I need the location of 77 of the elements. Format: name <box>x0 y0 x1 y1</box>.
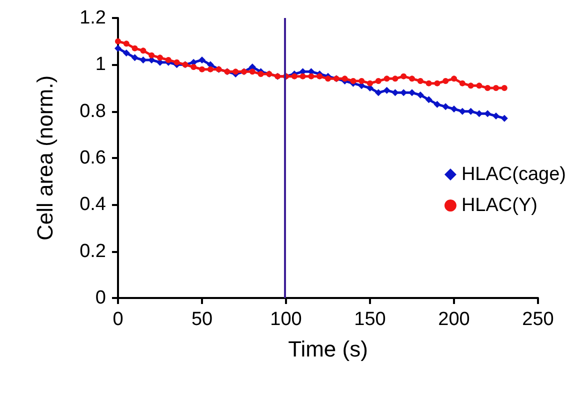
point <box>476 110 483 118</box>
point <box>384 76 390 82</box>
point <box>123 40 130 47</box>
point <box>400 89 408 96</box>
x-tick-label: 150 <box>354 309 386 330</box>
point <box>501 85 508 91</box>
point <box>358 78 365 84</box>
point <box>114 44 122 52</box>
point <box>342 76 348 82</box>
y-tick-label: 0.8 <box>80 100 106 122</box>
point <box>199 66 205 72</box>
point <box>122 50 130 56</box>
point <box>400 73 407 80</box>
point <box>468 82 474 89</box>
point <box>442 78 449 84</box>
point <box>458 108 466 115</box>
point <box>375 78 382 84</box>
point <box>408 89 416 96</box>
point <box>451 76 457 82</box>
point <box>434 100 441 108</box>
point <box>165 57 172 63</box>
point <box>484 110 492 118</box>
point <box>383 86 390 94</box>
point <box>308 73 314 80</box>
y-tick-label: 1.2 <box>80 8 106 28</box>
point <box>500 114 508 122</box>
point <box>174 59 180 66</box>
point <box>367 80 373 86</box>
point <box>190 64 197 70</box>
point <box>207 66 214 72</box>
x-axis-title: Time (s) <box>288 336 368 362</box>
y-tick-label: 0.4 <box>80 194 106 216</box>
x-tick-label: 200 <box>438 309 470 330</box>
point <box>131 54 138 62</box>
point <box>476 82 482 89</box>
legend-label: HLAC(cage) <box>461 164 566 185</box>
point <box>493 85 499 91</box>
point <box>450 106 458 112</box>
y-tick-label: 0.2 <box>80 240 106 262</box>
point <box>484 85 491 91</box>
y-axis-title: Cell area (norm.) <box>32 75 58 241</box>
point <box>459 80 466 86</box>
point <box>157 54 163 61</box>
point <box>467 108 474 115</box>
point <box>350 78 356 84</box>
point <box>374 89 382 96</box>
y-tick-label: 0 <box>95 288 106 308</box>
point <box>442 103 450 110</box>
point <box>392 76 398 82</box>
y-tick-label: 1 <box>95 54 106 76</box>
point <box>325 76 331 82</box>
point <box>249 68 256 75</box>
point <box>409 76 415 82</box>
point <box>300 73 306 80</box>
point <box>140 48 146 54</box>
point <box>198 56 206 64</box>
point <box>416 92 424 98</box>
x-tick-label: 100 <box>270 309 302 330</box>
x-tick-label: 0 <box>112 309 124 330</box>
point <box>426 80 432 86</box>
y-tick-label: 0.6 <box>80 148 106 168</box>
legend-label: HLAC(Y) <box>461 195 538 216</box>
point <box>316 73 323 80</box>
point <box>434 80 440 86</box>
point <box>291 73 298 80</box>
x-tick-label: 50 <box>191 309 213 330</box>
point <box>140 56 147 64</box>
x-tick-label: 250 <box>522 309 554 330</box>
point <box>492 112 500 120</box>
point <box>425 96 432 104</box>
point <box>232 68 239 75</box>
point <box>148 52 155 58</box>
point <box>417 78 424 84</box>
point <box>258 71 264 77</box>
point <box>392 89 399 96</box>
point <box>115 38 121 44</box>
point <box>132 45 138 52</box>
